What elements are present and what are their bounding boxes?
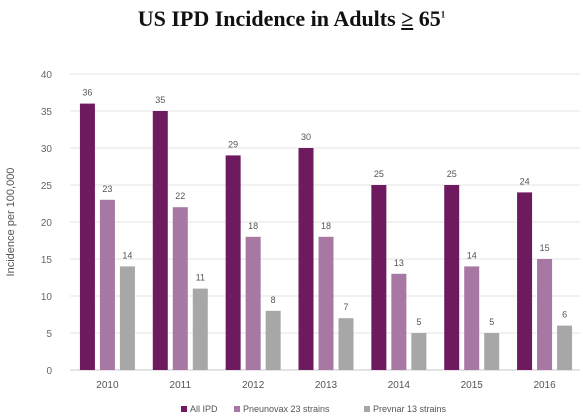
legend-label: Pneunovax 23 strains [243, 404, 330, 414]
bar [192, 288, 208, 370]
data-label: 30 [301, 132, 311, 142]
data-label: 25 [374, 169, 384, 179]
bar [557, 325, 573, 370]
x-tick-label: 2012 [242, 380, 265, 391]
data-label: 18 [321, 221, 331, 231]
bar [119, 266, 135, 370]
chart-title-text: US IPD Incidence in Adults [137, 6, 396, 31]
bar [225, 155, 241, 370]
bar [318, 236, 334, 370]
data-label: 14 [122, 250, 132, 260]
bar [152, 111, 168, 370]
legend: All IPD Pneunovax 23 strains Prevnar 13 st… [181, 404, 447, 414]
bar [371, 185, 387, 370]
bar [298, 148, 314, 370]
data-label: 5 [416, 317, 421, 327]
data-label: 35 [155, 95, 165, 105]
data-labels: 36 23 14 35 22 11 29 18 8 30 18 7 25 13 5 25 14 5 24 15 6 [82, 88, 567, 327]
bars [79, 103, 573, 370]
y-axis-ticks: 0 5 10 15 20 25 30 35 40 [41, 70, 53, 377]
bar [99, 199, 115, 370]
bar [517, 192, 533, 370]
x-tick-label: 2011 [170, 380, 192, 391]
data-label: 24 [520, 176, 530, 186]
y-tick-label: 30 [41, 144, 53, 155]
y-tick-label: 25 [41, 181, 53, 192]
data-label: 29 [228, 139, 238, 149]
bar [265, 310, 281, 370]
data-label: 14 [467, 250, 477, 260]
x-tick-label: 2014 [388, 380, 411, 391]
legend-label: All IPD [190, 404, 218, 414]
bar [411, 333, 427, 370]
data-label: 15 [540, 243, 550, 253]
data-label: 36 [82, 88, 92, 98]
bar [537, 259, 553, 370]
y-tick-label: 10 [41, 292, 53, 303]
bar [391, 273, 407, 370]
data-label: 7 [343, 302, 348, 312]
bar [79, 103, 95, 370]
data-label: 23 [102, 184, 112, 194]
y-tick-label: 35 [41, 107, 53, 118]
y-tick-label: 20 [41, 218, 53, 229]
x-tick-label: 2013 [315, 380, 338, 391]
legend-swatch [364, 406, 370, 412]
chart-title-symbol: ≥ [401, 6, 414, 31]
bar [444, 185, 460, 370]
data-label: 5 [489, 317, 494, 327]
bar [464, 266, 480, 370]
x-tick-label: 2016 [533, 380, 556, 391]
chart-title: US IPD Incidence in Adults ≥ 651 [0, 6, 583, 32]
y-axis-label: Incidence per 100,000 [5, 168, 17, 277]
data-label: 13 [394, 258, 404, 268]
chart-title-footnote: 1 [440, 9, 446, 20]
data-label: 11 [196, 273, 205, 283]
bar [338, 318, 354, 370]
y-tick-label: 15 [41, 255, 53, 266]
bar [172, 207, 188, 370]
data-label: 8 [271, 295, 276, 305]
y-tick-label: 0 [46, 366, 52, 377]
legend-swatch [234, 406, 240, 412]
bar [245, 236, 261, 370]
y-tick-label: 5 [46, 329, 52, 340]
y-tick-label: 40 [41, 70, 53, 81]
data-label: 18 [248, 221, 258, 231]
legend-label: Prevnar 13 strains [373, 404, 447, 414]
bar [484, 333, 500, 370]
legend-swatch [181, 406, 187, 412]
x-tick-label: 2015 [461, 380, 484, 391]
chart-title-number: 65 [418, 6, 441, 31]
data-label: 25 [447, 169, 457, 179]
data-label: 22 [175, 191, 185, 201]
x-axis-ticks: 2010 2011 2012 2013 2014 2015 2016 [96, 380, 556, 391]
x-tick-label: 2010 [96, 380, 119, 391]
data-label: 6 [562, 310, 567, 320]
